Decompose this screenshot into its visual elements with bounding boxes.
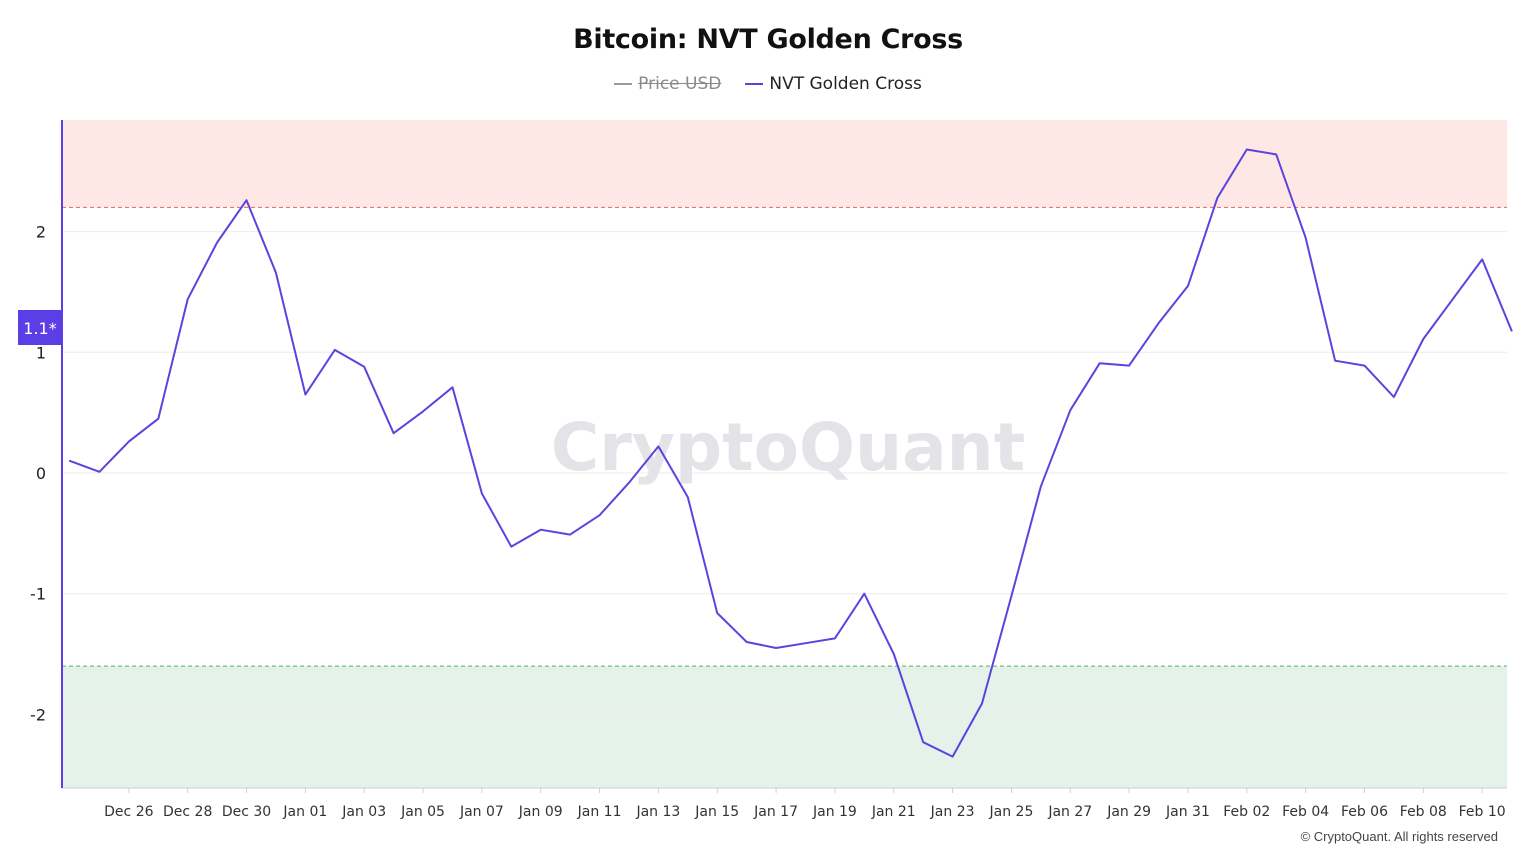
- x-tick-label: Feb 02: [1223, 804, 1270, 820]
- current-value-badge-label: 1.1*: [23, 319, 56, 338]
- legend-label-price-usd: Price USD: [638, 74, 722, 94]
- x-tick-label: Jan 15: [694, 804, 739, 820]
- x-tick-label: Feb 04: [1282, 804, 1329, 820]
- x-tick-label: Feb 08: [1400, 804, 1447, 820]
- x-tick-label: Jan 01: [282, 804, 327, 820]
- current-value-badge: [18, 310, 62, 345]
- y-tick-label: -2: [30, 705, 46, 724]
- undervalued-zone: [62, 666, 1507, 788]
- x-tick-label: Dec 26: [104, 804, 153, 820]
- x-tick-label: Jan 13: [635, 804, 680, 820]
- y-tick-label: -1: [30, 585, 46, 604]
- x-tick-label: Jan 05: [400, 804, 445, 820]
- x-tick-label: Jan 03: [341, 804, 386, 820]
- x-tick-label: Jan 07: [459, 804, 504, 820]
- chart-title: Bitcoin: NVT Golden Cross: [573, 24, 963, 55]
- x-tick-label: Jan 09: [518, 804, 563, 820]
- x-tick-label: Jan 21: [871, 804, 916, 820]
- legend-swatch-nvt-golden-cross: [745, 83, 764, 85]
- x-tick-label: Feb 06: [1341, 804, 1388, 820]
- x-tick-label: Jan 31: [1165, 804, 1210, 820]
- y-tick-label: 1: [36, 343, 46, 362]
- y-tick-label: 0: [36, 464, 46, 483]
- legend-swatch-price-usd: [614, 83, 633, 85]
- x-tick-label: Jan 19: [812, 804, 857, 820]
- x-tick-label: Jan 27: [1047, 804, 1092, 820]
- legend-item-nvt-golden-cross[interactable]: NVT Golden Cross: [745, 74, 922, 94]
- overheated-zone: [62, 120, 1507, 208]
- y-tick-label: 2: [36, 223, 46, 242]
- legend-item-price-usd[interactable]: Price USD: [614, 74, 721, 94]
- x-tick-label: Jan 11: [577, 804, 622, 820]
- chart-legend: Price USD NVT Golden Cross: [0, 74, 1536, 94]
- x-tick-label: Jan 25: [989, 804, 1034, 820]
- x-tick-label: Jan 23: [930, 804, 975, 820]
- legend-label-nvt-golden-cross: NVT Golden Cross: [769, 74, 922, 94]
- x-tick-label: Dec 30: [222, 804, 271, 820]
- nvt-golden-cross-line[interactable]: [69, 148, 1513, 758]
- x-tick-label: Jan 17: [753, 804, 798, 820]
- watermark-logo: CryptoQuant: [551, 409, 1025, 486]
- x-tick-label: Jan 29: [1106, 804, 1151, 820]
- copyright-credit: © CryptoQuant. All rights reserved: [1300, 829, 1498, 844]
- x-tick-label: Dec 28: [163, 804, 212, 820]
- x-tick-label: Feb 10: [1459, 804, 1506, 820]
